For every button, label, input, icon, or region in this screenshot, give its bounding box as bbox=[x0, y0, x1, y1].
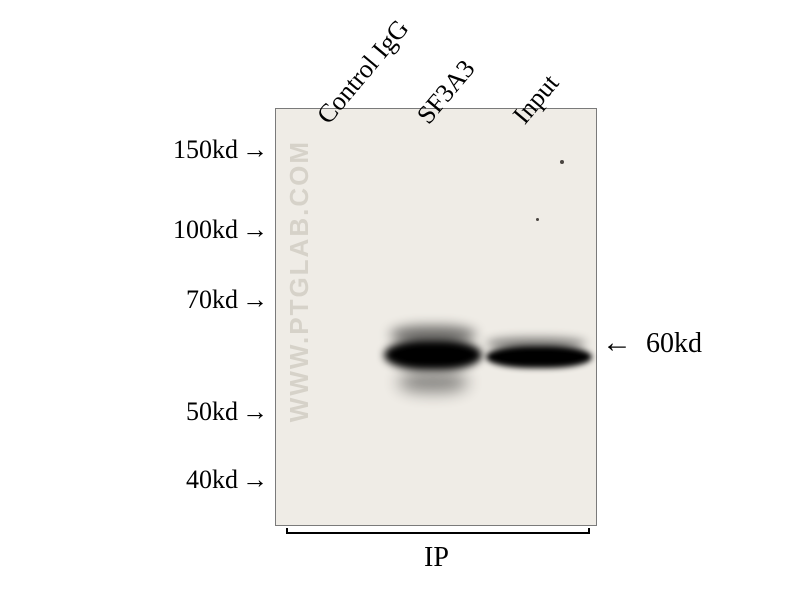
blot-band bbox=[398, 372, 468, 392]
watermark-text: WWW.PTGLAB.COM bbox=[284, 140, 315, 422]
noise-speck bbox=[536, 218, 539, 221]
marker-arrow-icon: → bbox=[242, 135, 268, 165]
ip-bar-tick bbox=[286, 528, 288, 534]
marker-label: 40kd bbox=[186, 465, 238, 495]
marker-arrow-icon: → bbox=[242, 465, 268, 495]
ip-bar-tick bbox=[588, 528, 590, 534]
western-blot-figure: WWW.PTGLAB.COM 150kd→100kd→70kd→50kd→40k… bbox=[0, 0, 800, 600]
blot-band bbox=[384, 340, 482, 370]
result-label: 60kd bbox=[646, 328, 702, 360]
blot-band bbox=[390, 326, 476, 344]
result-arrow: ← bbox=[602, 326, 632, 360]
marker-arrow-icon: → bbox=[242, 285, 268, 315]
ip-bar bbox=[286, 532, 590, 534]
marker-arrow-icon: → bbox=[242, 215, 268, 245]
marker-label: 100kd bbox=[173, 215, 238, 245]
blot-membrane bbox=[275, 108, 597, 526]
noise-speck bbox=[560, 160, 564, 164]
marker-label: 70kd bbox=[186, 285, 238, 315]
blot-band bbox=[486, 338, 586, 350]
marker-label: 150kd bbox=[173, 135, 238, 165]
marker-arrow-icon: → bbox=[242, 397, 268, 427]
ip-label: IP bbox=[424, 542, 449, 574]
marker-label: 50kd bbox=[186, 397, 238, 427]
